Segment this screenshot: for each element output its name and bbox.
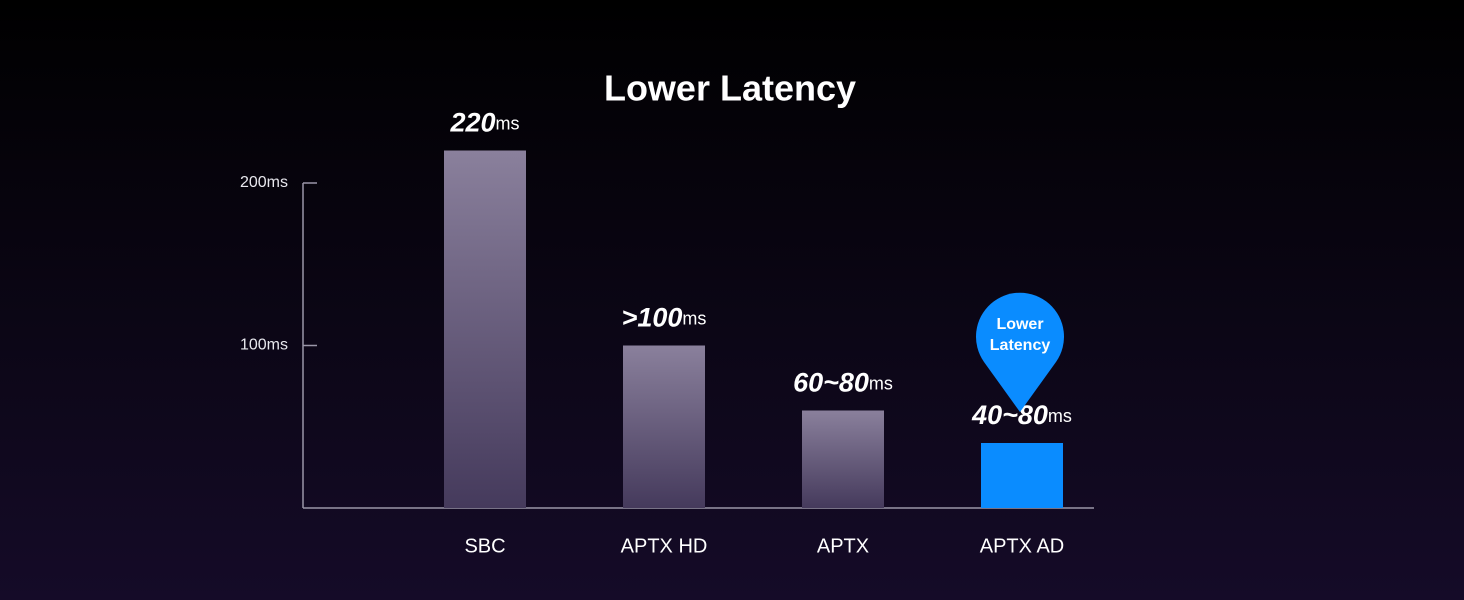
value-number: 40~80 <box>971 400 1048 430</box>
annotation-pin <box>976 292 1064 412</box>
value-number: 60~80 <box>793 368 869 398</box>
bar <box>444 150 526 508</box>
value-unit: ms <box>1048 406 1072 426</box>
chart-title: Lower Latency <box>604 68 856 109</box>
bar <box>981 443 1063 508</box>
bar <box>802 410 884 508</box>
value-label: >100ms <box>622 303 707 333</box>
x-tick-label: APTX HD <box>621 535 708 557</box>
value-label: 60~80ms <box>793 368 893 398</box>
annotation-text: Lower <box>996 316 1043 333</box>
value-number: 220 <box>449 108 495 138</box>
bar <box>623 345 705 508</box>
value-unit: ms <box>682 308 706 328</box>
value-label: 220ms <box>449 108 519 138</box>
x-tick-label: SBC <box>464 535 505 557</box>
value-unit: ms <box>496 113 520 133</box>
x-tick-label: APTX <box>817 535 869 557</box>
annotation-text: Latency <box>990 337 1051 354</box>
value-label: 40~80ms <box>971 400 1072 430</box>
y-tick-label: 200ms <box>240 174 288 191</box>
value-number: >100 <box>622 303 683 333</box>
x-tick-label: APTX AD <box>980 535 1064 557</box>
y-tick-label: 100ms <box>240 337 288 354</box>
value-unit: ms <box>869 373 893 393</box>
